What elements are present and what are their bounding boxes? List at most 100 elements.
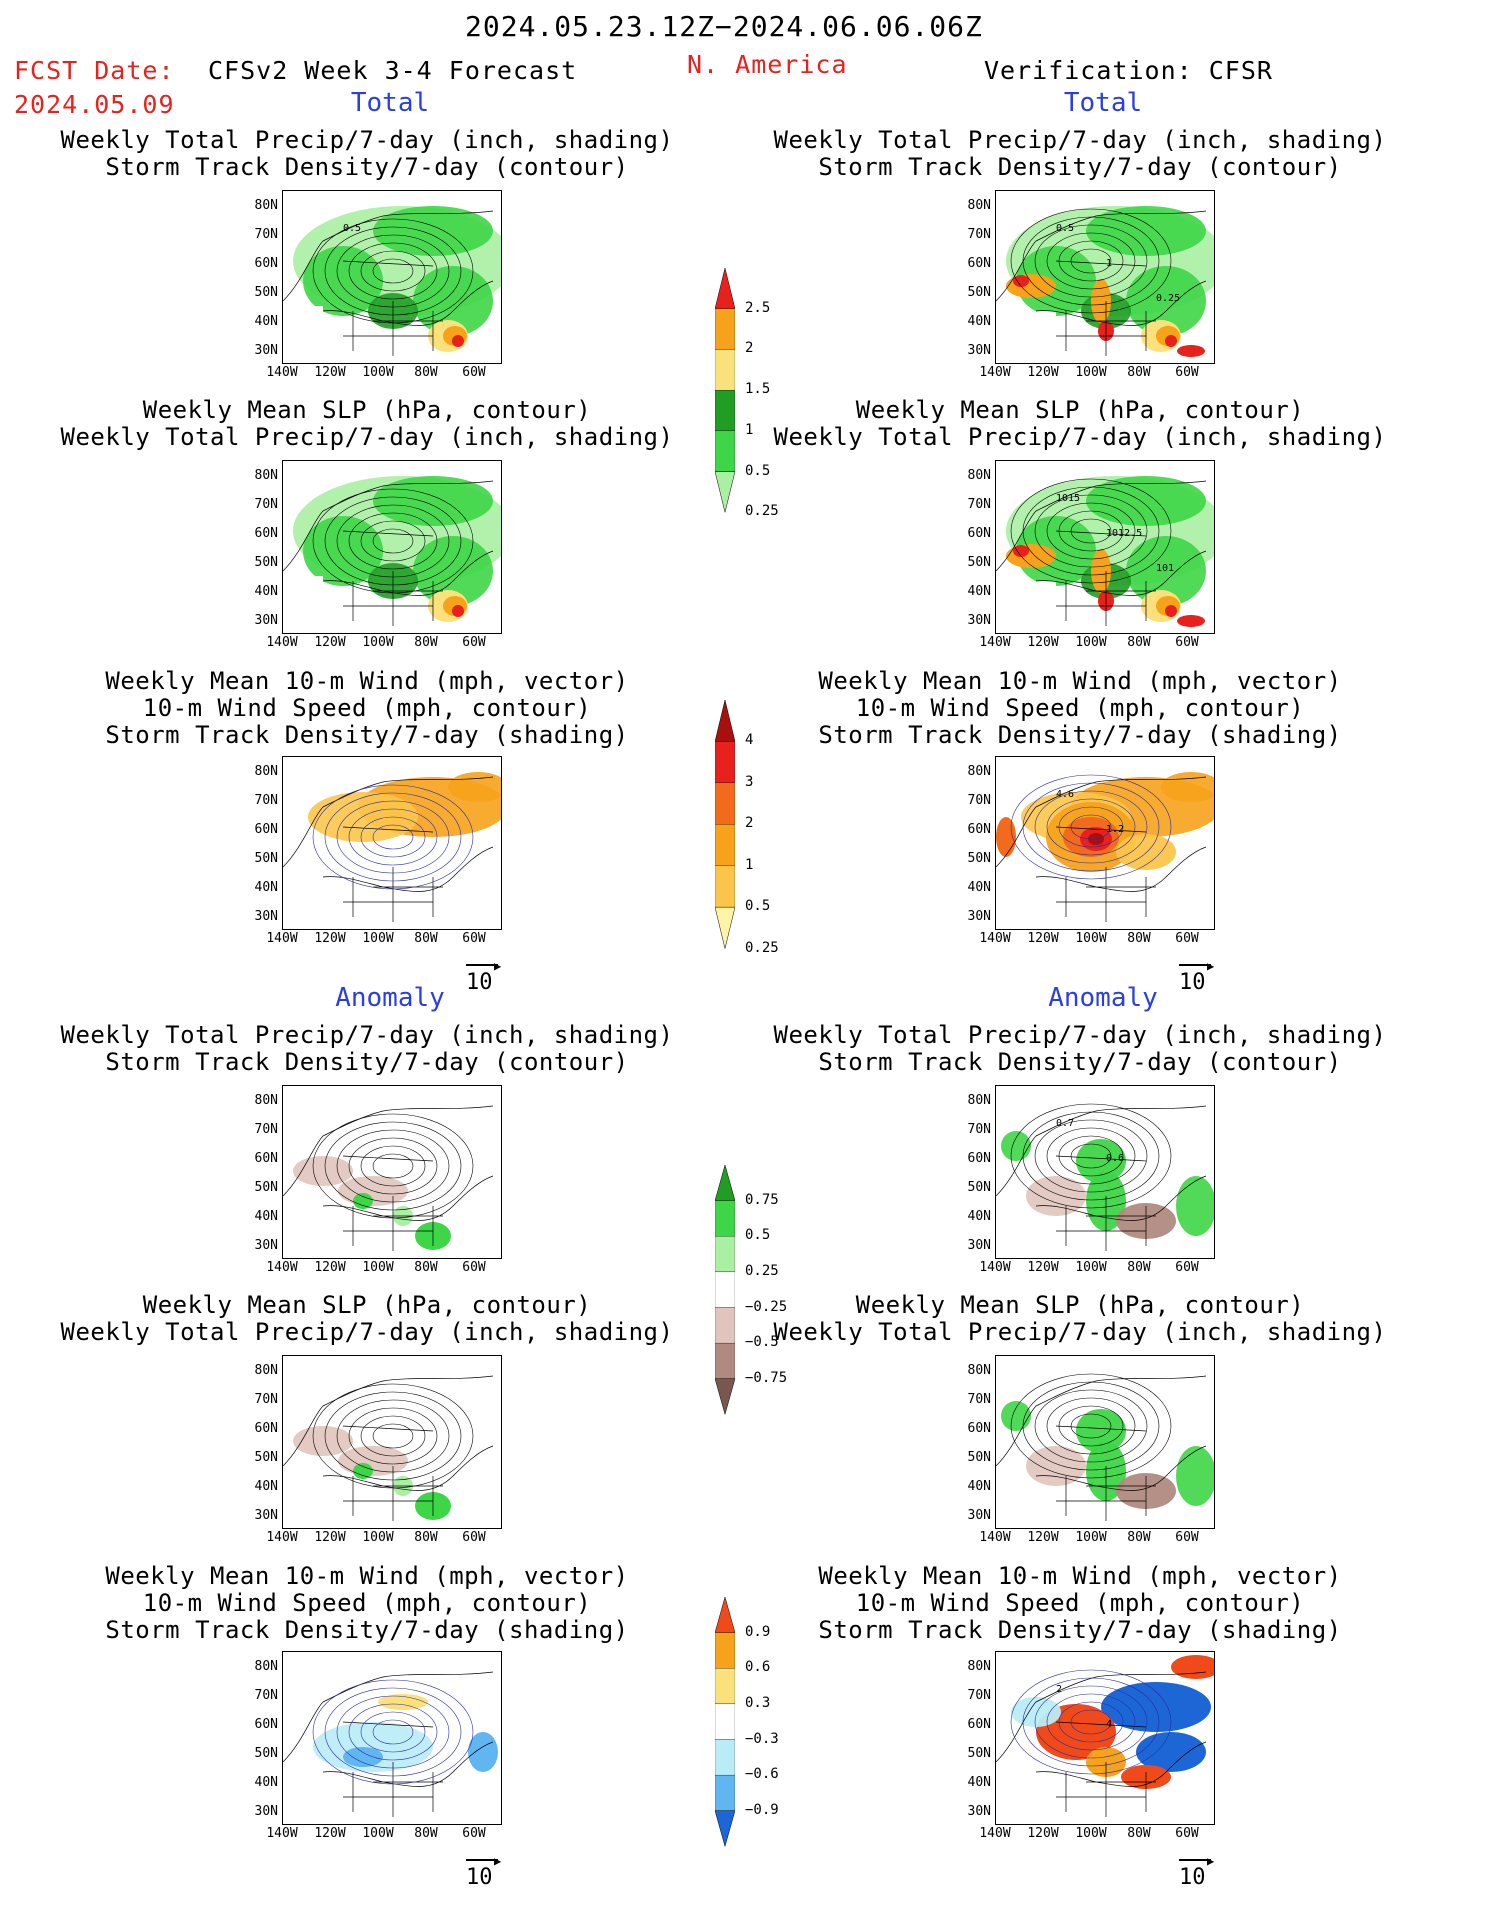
contour-line: [372, 258, 414, 284]
contour-line: [1034, 224, 1148, 298]
shading-region: [452, 335, 464, 347]
contour-line: [1046, 232, 1136, 290]
shading-region: [1136, 1732, 1206, 1772]
shading-region: [1013, 545, 1029, 557]
contour-line: [1034, 1685, 1148, 1759]
contour-line: [336, 234, 450, 308]
fcst-date-label: FCST Date:: [14, 56, 175, 85]
panel-title-obs-slp-precip: Weekly Mean SLP (hPa, contour) Weekly To…: [770, 397, 1390, 451]
lat-tick-label: 70N: [967, 1122, 991, 1137]
contour-line: [1010, 1373, 1172, 1479]
lat-tick-label: 60N: [967, 526, 991, 541]
vector-reference-fcst: ▶ 10: [466, 959, 501, 995]
colorbar-label: 0.5: [745, 1227, 771, 1244]
panel-title-obs-slp-anom: Weekly Mean SLP (hPa, contour) Weekly To…: [770, 1292, 1390, 1346]
colorbar-label: 0.25: [745, 503, 779, 520]
lat-tick-label: 50N: [967, 555, 991, 570]
colorbar-top-triangle: [715, 268, 735, 309]
contour-line: [1022, 1677, 1160, 1767]
shading-region: [1086, 476, 1206, 526]
lat-tick-label: 50N: [254, 1450, 278, 1465]
colorbar-box: [715, 782, 735, 825]
panel-title-obs-precip-anom: Weekly Total Precip/7-day (inch, shading…: [770, 1022, 1390, 1076]
arrow-line: [1179, 1859, 1211, 1861]
lat-tick-label: 30N: [967, 343, 991, 358]
contour-line: [1034, 1119, 1148, 1193]
contour-line: [360, 1145, 426, 1187]
lat-tick-label: 60N: [254, 1717, 278, 1732]
contour-line: [312, 218, 474, 324]
title-line: Storm Track Density/7-day (contour): [818, 1048, 1342, 1076]
lat-tick-label: 30N: [967, 909, 991, 924]
colorbar-top-triangle: [715, 1165, 735, 1201]
lat-tick-label: 60N: [254, 526, 278, 541]
colorbar-box: [715, 865, 735, 908]
coastline: [996, 776, 1207, 922]
lat-tick-label: 80N: [254, 468, 278, 483]
lon-tick-label: 100W: [1075, 1530, 1107, 1545]
colorbar-box: [715, 1307, 735, 1344]
colorbar-label: 0.25: [745, 1262, 779, 1279]
title-line: Weekly Mean 10-m Wind (mph, vector): [105, 667, 629, 695]
lon-tick-label: 120W: [1027, 931, 1059, 946]
lat-tick-label: 60N: [967, 1421, 991, 1436]
lat-tick-label: 50N: [254, 851, 278, 866]
contour-line: [348, 512, 438, 570]
shading-region: [293, 1426, 353, 1456]
colorbar-precip-total: 2.5 2 1.5 1 0.5 0.25: [715, 268, 795, 553]
lon-tick-label: 120W: [314, 1260, 346, 1275]
colorbar-label: −0.9: [745, 1801, 779, 1818]
lon-tick-label: 60W: [462, 365, 486, 380]
contour-line: [324, 1687, 462, 1777]
lon-tick-label: 100W: [362, 931, 394, 946]
lat-tick-label: 50N: [967, 1180, 991, 1195]
shading-region: [378, 1694, 428, 1710]
contour-line: [1022, 486, 1160, 576]
title-line: Storm Track Density/7-day (shading): [818, 1616, 1342, 1644]
contour-line: [360, 250, 426, 292]
title-line: Weekly Mean 10-m Wind (mph, vector): [105, 1562, 629, 1590]
lat-tick-label: 60N: [254, 822, 278, 837]
shading-region: [1101, 1682, 1211, 1732]
shading-region: [343, 1747, 383, 1767]
verification-label: Verification: CFSR: [984, 56, 1273, 85]
map-fcst-wind-anom: [282, 1651, 502, 1825]
colorbar-box: [715, 1774, 735, 1811]
section-total-right: Total: [1063, 88, 1143, 118]
lat-tick-label: 40N: [254, 1479, 278, 1494]
vector-ref-value: 10: [466, 1865, 493, 1890]
contour-line: [336, 1695, 450, 1769]
lon-tick-label: 80W: [1127, 635, 1151, 650]
lon-tick-label: 140W: [266, 365, 298, 380]
contour-line: [360, 1711, 426, 1753]
lon-tick-label: 100W: [1075, 1826, 1107, 1841]
map-obs-slp-precip: 1015 1012.5 101: [995, 460, 1215, 634]
lon-tick-label: 120W: [314, 1530, 346, 1545]
lon-tick-label: 60W: [462, 1260, 486, 1275]
model-title: CFSv2 Week 3-4 Forecast: [208, 56, 578, 85]
colorbar-box: [715, 430, 735, 472]
map-fcst-slp-anom: [282, 1355, 502, 1529]
contour-line: [1010, 208, 1172, 314]
contour-line: [372, 824, 414, 850]
contour-label: 0.6: [1106, 1153, 1124, 1164]
title-line: 10-m Wind Speed (mph, contour): [142, 1589, 592, 1617]
colorbar-label: 0.5: [745, 898, 771, 915]
lon-tick-label: 80W: [414, 1530, 438, 1545]
lat-tick-label: 50N: [254, 555, 278, 570]
contour-line: [1058, 806, 1124, 848]
lon-tick-label: 80W: [414, 1826, 438, 1841]
contour-label: 4: [1106, 1719, 1112, 1730]
lat-tick-label: 40N: [967, 880, 991, 895]
colorbar-label: 0.6: [745, 1659, 771, 1676]
contour-line: [1034, 1389, 1148, 1463]
map-obs-slp-anom: [995, 1355, 1215, 1529]
lon-tick-label: 140W: [979, 1530, 1011, 1545]
dry-region: [283, 306, 323, 363]
lon-tick-label: 60W: [462, 1826, 486, 1841]
contour-label: 0.7: [1056, 1118, 1074, 1129]
lon-tick-label: 120W: [314, 635, 346, 650]
contour-label: 0.5: [343, 223, 361, 234]
lat-tick-label: 70N: [967, 497, 991, 512]
shading-region: [1161, 772, 1214, 802]
